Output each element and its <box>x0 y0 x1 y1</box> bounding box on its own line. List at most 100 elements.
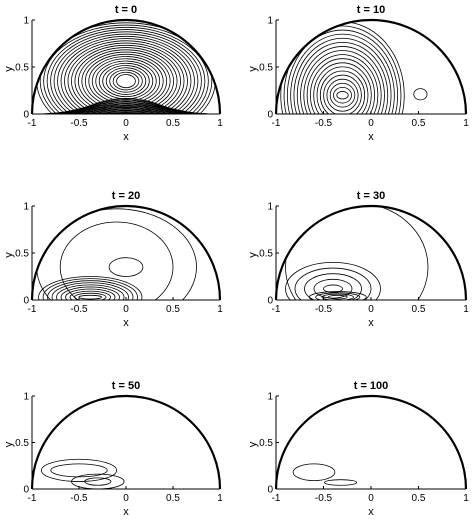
x-tick-label: -0.5 <box>315 118 333 129</box>
x-tick-label: 1 <box>217 493 223 504</box>
y-axis-label: y <box>3 441 15 447</box>
contour-line <box>65 288 116 300</box>
contour-line <box>323 74 362 114</box>
contour-line <box>310 58 375 114</box>
x-tick-label: 0 <box>368 118 374 129</box>
y-axis-label: y <box>247 252 259 258</box>
contour-line <box>60 286 120 300</box>
contour-line <box>315 292 361 300</box>
contour-lines <box>41 458 125 489</box>
contour-line <box>91 58 161 104</box>
contour-line <box>108 257 144 277</box>
x-tick-label: -0.5 <box>70 493 88 504</box>
contour-line <box>74 47 178 114</box>
x-tick-label: 1 <box>217 118 223 129</box>
x-tick-label: 0 <box>123 493 129 504</box>
contour-line <box>50 31 202 114</box>
contour-line <box>327 294 348 300</box>
x-tick-label: -0.5 <box>70 304 88 315</box>
contour-line <box>283 25 402 114</box>
x-tick-label: 1 <box>217 304 223 315</box>
panel-3: -1 -0.5 0 0.5 1 0 0.5 1 t = 20 x y <box>3 190 223 329</box>
contour-line <box>280 21 405 114</box>
y-axis-label: y <box>3 66 15 72</box>
x-tick-label: 0.5 <box>166 304 180 315</box>
x-tick-label: 0.5 <box>412 304 426 315</box>
contour-line <box>413 88 428 101</box>
y-tick-label: 0 <box>23 110 29 121</box>
contour-line <box>285 261 381 300</box>
x-tick-label: 0 <box>123 304 129 315</box>
contour-line <box>109 69 143 93</box>
y-tick-label: 0 <box>267 296 273 307</box>
contour-line <box>294 267 372 300</box>
contour-line <box>313 62 372 114</box>
contour-line <box>304 273 362 300</box>
contour-line <box>323 284 343 293</box>
panel-title: t = 10 <box>357 4 385 16</box>
contour-line <box>324 479 358 486</box>
panel-6: -1 -0.5 0 0.5 1 0 0.5 1 t = 100 x y <box>247 380 469 518</box>
x-tick-label: -1 <box>28 493 37 504</box>
y-tick-label: 0.5 <box>15 438 29 449</box>
x-axis-label: x <box>368 506 374 518</box>
contour-line <box>53 33 199 114</box>
x-tick-label: 0.5 <box>166 493 180 504</box>
y-axis-label: y <box>3 252 15 258</box>
y-tick-label: 0.5 <box>15 249 29 260</box>
contour-line <box>67 42 185 114</box>
contour-line <box>116 74 136 89</box>
contour-line <box>59 221 174 300</box>
x-axis-label: x <box>368 131 374 143</box>
panel-1: -1 -0.5 0 0.5 1 0 0.5 1 t = 0 x y <box>3 4 223 143</box>
y-tick-label: 1 <box>267 392 273 403</box>
contour-lines <box>285 206 429 300</box>
contour-line <box>73 98 179 114</box>
contour-line <box>292 463 336 482</box>
x-tick-label: 0 <box>368 304 374 315</box>
y-tick-label: 0 <box>267 110 273 121</box>
panel-title: t = 50 <box>112 380 140 392</box>
contour-line <box>321 293 354 300</box>
x-tick-label: -0.5 <box>315 304 333 315</box>
panel-title: t = 20 <box>112 190 140 202</box>
y-tick-label: 0.5 <box>259 249 273 260</box>
contour-line <box>43 26 209 114</box>
contour-line <box>286 29 399 114</box>
x-tick-label: 1 <box>463 493 469 504</box>
panel-2: -1 -0.5 0 0.5 1 0 0.5 1 t = 10 x y <box>247 4 469 143</box>
y-tick-label: 0 <box>267 485 273 496</box>
x-tick-label: 0 <box>368 493 374 504</box>
x-tick-label: -0.5 <box>315 493 333 504</box>
contour-line <box>60 38 192 114</box>
half-disk-boundary <box>30 204 222 301</box>
x-tick-label: -1 <box>28 304 37 315</box>
contour-line <box>293 37 392 114</box>
x-tick-label: 0.5 <box>412 493 426 504</box>
contour-line <box>336 91 349 100</box>
x-tick-label: 0 <box>123 118 129 129</box>
contour-line <box>78 294 102 300</box>
y-tick-label: 0 <box>23 296 29 307</box>
contour-lines <box>292 463 358 486</box>
contour-lines <box>280 21 428 114</box>
contour-line <box>50 463 108 478</box>
contour-line <box>95 60 157 102</box>
contour-line <box>41 458 117 482</box>
half-disk-boundary <box>274 18 468 115</box>
contour-line <box>46 29 206 114</box>
x-tick-label: 0.5 <box>412 118 426 129</box>
y-axis-label: y <box>247 441 259 447</box>
y-tick-label: 1 <box>267 202 273 213</box>
y-tick-label: 0.5 <box>15 63 29 74</box>
x-axis-label: x <box>368 317 374 329</box>
panel-5: -1 -0.5 0 0.5 1 0 0.5 1 t = 50 x y <box>3 380 223 518</box>
contour-line <box>84 53 168 109</box>
contour-line <box>316 66 369 114</box>
contour-line <box>64 40 188 114</box>
contour-line <box>326 78 359 112</box>
x-axis-label: x <box>123 317 129 329</box>
x-tick-label: 1 <box>463 304 469 315</box>
x-tick-label: -0.5 <box>70 118 88 129</box>
contour-line <box>38 276 143 300</box>
